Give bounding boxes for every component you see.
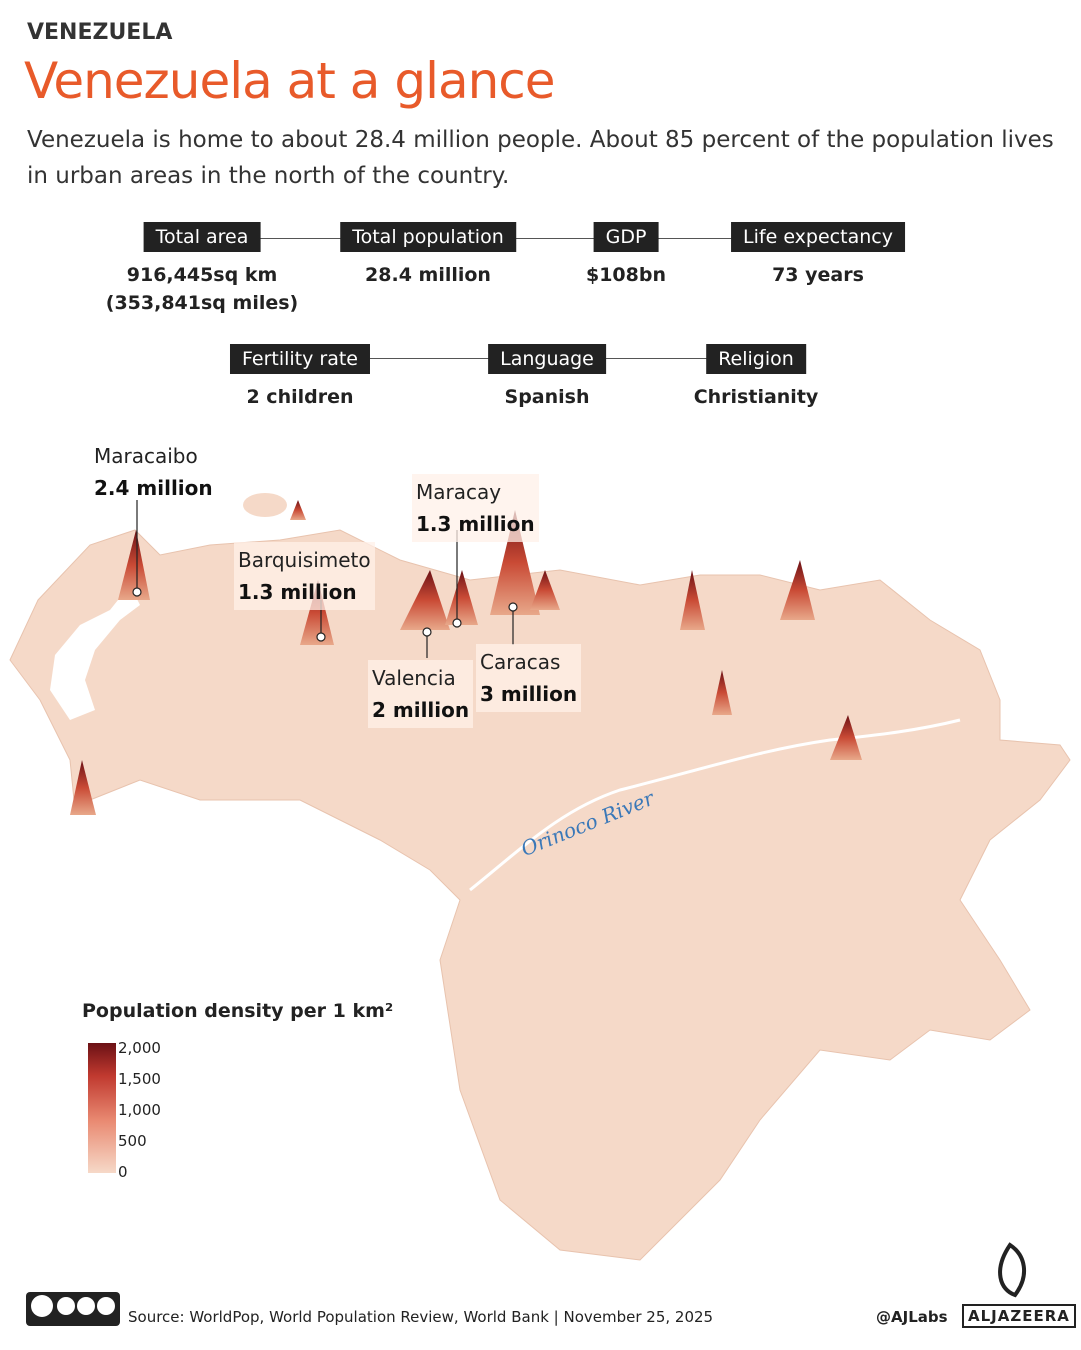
city-label: Caracas 3 million [476, 644, 582, 712]
map: Orinoco River [9, 493, 1071, 1261]
city-label: Barquisimeto 1.3 million [234, 542, 375, 610]
island [243, 493, 287, 517]
subtitle: Venezuela is home to about 28.4 million … [27, 127, 1054, 189]
aj-emblem [998, 1242, 1026, 1298]
fact-value: $108bn [585, 264, 667, 286]
fact-label: Language [488, 344, 606, 374]
legend-tick: 500 [118, 1132, 147, 1150]
legend-tick: 1,500 [118, 1070, 161, 1088]
fact-value: Spanish [504, 386, 590, 408]
fact-value: Christianity [693, 386, 819, 408]
fact-label: Fertility rate [229, 344, 371, 374]
title: Venezuela at a glance [24, 52, 556, 110]
handle: @AJLabs [876, 1308, 948, 1326]
fact-value: 73 years [772, 264, 864, 286]
city-population: 3 million [480, 682, 578, 706]
city-label: Maracay 1.3 million [412, 474, 539, 542]
legend-tick: 0 [118, 1163, 128, 1181]
city-name: Maracay [416, 480, 502, 504]
legend-tick: 2,000 [118, 1039, 161, 1057]
city-name: Barquisimeto [238, 548, 371, 572]
city-population: 2.4 million [94, 476, 213, 500]
city-population: 1.3 million [416, 512, 535, 536]
city-name: Valencia [372, 666, 456, 690]
cc-badge [26, 1292, 120, 1326]
river-line [469, 718, 961, 892]
density-peaks [70, 500, 862, 815]
legend-title: Population density per 1 km² [82, 1000, 394, 1022]
fact-value: 916,445sq km [126, 264, 278, 286]
fact-value: 28.4 million [365, 264, 491, 286]
country [9, 529, 1071, 1261]
fact-label: Total population [340, 222, 516, 252]
fact-value: (353,841sq miles) [105, 292, 299, 314]
fact-label: Total area [143, 222, 261, 252]
city-label: Valencia 2 million [368, 660, 474, 728]
fact-label: GDP [593, 222, 659, 252]
kicker: VENEZUELA [27, 20, 173, 45]
fact-label: Life expectancy [731, 222, 905, 252]
city-population: 1.3 million [238, 580, 357, 604]
fact-value: 2 children [246, 386, 354, 408]
source: Source: WorldPop, World Population Revie… [128, 1308, 714, 1326]
city-population: 2 million [372, 698, 470, 722]
city-name: Caracas [480, 650, 561, 674]
legend-scale [88, 1043, 116, 1173]
lake [50, 585, 140, 720]
city-name: Maracaibo [94, 444, 198, 468]
city-markers [132, 500, 518, 658]
fact-label: Religion [706, 344, 806, 374]
logo: ALJAZEERA [962, 1304, 1076, 1328]
city-label: Maracaibo 2.4 million [90, 438, 217, 506]
legend-tick: 1,000 [118, 1101, 161, 1119]
